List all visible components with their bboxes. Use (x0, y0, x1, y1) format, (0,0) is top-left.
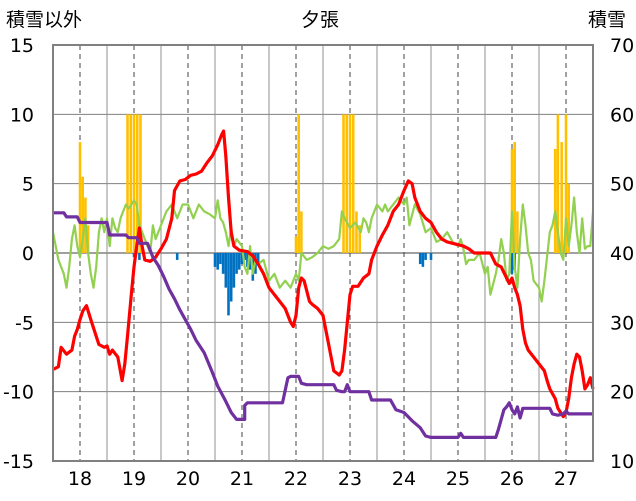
bar-blue (418, 253, 422, 265)
x-tick-label: 20 (176, 468, 200, 490)
bar-orange (355, 211, 358, 253)
bar-blue (424, 253, 427, 260)
x-tick-label: 21 (230, 468, 254, 490)
bar-blue (246, 253, 249, 267)
bar-orange (345, 114, 349, 253)
left-axis-label: 積雪以外 (6, 9, 82, 31)
bar-blue (243, 253, 246, 260)
bar-blue (224, 253, 228, 288)
left-tick-label: -5 (15, 312, 34, 334)
bar-orange (553, 149, 557, 253)
x-tick-label: 25 (446, 468, 470, 490)
left-tick-label: 5 (22, 174, 34, 196)
series-line-purple (53, 211, 593, 439)
series-line-green (51, 196, 595, 303)
bar-blue (510, 253, 514, 274)
x-tick-label: 22 (284, 468, 308, 490)
x-tick-label: 27 (554, 468, 578, 490)
bar-blue (256, 253, 260, 265)
chart-title: 夕張 (301, 9, 339, 31)
bar-blue (175, 253, 179, 260)
bar-blue (235, 253, 238, 274)
bar-orange (510, 149, 514, 253)
bar-orange (513, 142, 516, 253)
left-tick-label: 0 (22, 243, 34, 265)
bar-orange (129, 114, 133, 253)
bar-orange (351, 114, 355, 253)
bar-orange (300, 211, 303, 253)
bar-blue (229, 253, 233, 302)
left-tick-label: 10 (10, 104, 34, 126)
right-tick-label: 30 (610, 312, 634, 334)
bar-blue (429, 253, 433, 260)
bar-orange (81, 176, 84, 253)
bar-blue (216, 253, 219, 270)
bar-orange (135, 114, 139, 253)
bar-orange (564, 114, 568, 253)
bar-blue (421, 253, 425, 267)
right-tick-label: 40 (610, 243, 634, 265)
x-tick-label: 18 (68, 468, 92, 490)
bar-blue (238, 253, 241, 270)
right-tick-label: 50 (610, 174, 634, 196)
bar-orange (556, 114, 560, 253)
bar-blue (240, 253, 244, 265)
right-tick-label: 60 (610, 104, 634, 126)
bar-blue (219, 253, 222, 265)
bar-orange (126, 114, 129, 253)
x-tick-label: 19 (122, 468, 146, 490)
bar-blue (232, 253, 236, 288)
bar-blue (248, 253, 252, 270)
bar-blue (213, 253, 217, 267)
right-tick-label: 10 (610, 451, 634, 473)
x-tick-label: 26 (500, 468, 524, 490)
bar-orange (348, 114, 352, 253)
plot-frame (52, 44, 594, 462)
bar-orange (297, 114, 300, 253)
lines (51, 129, 595, 439)
bar-blue (221, 253, 225, 274)
left-tick-label: -15 (3, 451, 34, 473)
bar-orange (294, 236, 298, 253)
bar-blue (138, 253, 141, 260)
bar-orange (78, 142, 82, 253)
bar-orange (139, 114, 142, 253)
x-axis-ticks: 18 19 20 21 22 23 24 25 26 27 (68, 468, 578, 490)
x-tick-label: 23 (338, 468, 362, 490)
bar-orange (132, 114, 136, 253)
right-tick-label: 20 (610, 382, 634, 404)
right-tick-label: 70 (610, 35, 634, 57)
left-axis-ticks: 15 10 5 0 -5 -10 -15 (3, 35, 34, 473)
x-tick-label: 24 (392, 468, 416, 490)
left-tick-label: -10 (3, 382, 34, 404)
right-axis-ticks: 70 60 50 40 30 20 10 (610, 35, 634, 473)
bar-orange (342, 114, 345, 253)
bar-blue (227, 253, 230, 316)
bar-orange (560, 142, 563, 253)
left-tick-label: 15 (10, 35, 34, 57)
series-line-red (52, 129, 595, 419)
bar-orange (516, 211, 519, 253)
bar-orange (567, 183, 570, 253)
bars (78, 114, 570, 316)
right-axis-label: 積雪 (588, 9, 626, 31)
bar-orange (358, 225, 362, 253)
